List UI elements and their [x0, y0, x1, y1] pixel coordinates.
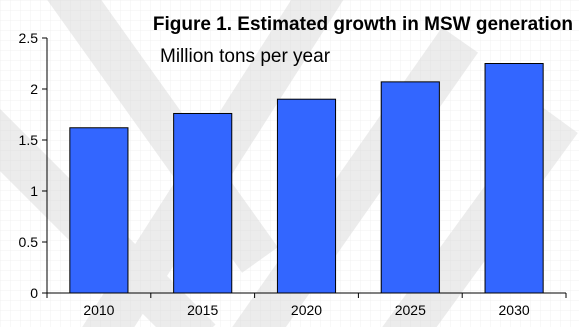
y-tick-label: 1 — [30, 183, 38, 199]
bar-2030 — [484, 63, 544, 294]
y-tick-label: 1.5 — [19, 132, 39, 148]
x-tick-label: 2025 — [395, 302, 426, 318]
x-tick-label: 2020 — [291, 302, 322, 318]
y-tick-label: 2 — [30, 81, 38, 97]
chart-subtitle: Million tons per year — [160, 46, 331, 67]
bar-2025 — [380, 81, 440, 294]
x-tick-labels: 2010 2015 2020 2025 2030 — [83, 302, 530, 318]
chart-title: Figure 1. Estimated growth in MSW genera… — [152, 14, 573, 35]
chart-bars — [69, 63, 544, 294]
y-tick-label: 2.5 — [19, 30, 39, 46]
x-tick-label: 2010 — [83, 302, 114, 318]
y-tick-label: 0.5 — [19, 234, 39, 250]
bar-2010 — [69, 127, 129, 294]
bar-2015 — [173, 112, 233, 294]
x-tick-label: 2030 — [499, 302, 530, 318]
bar-2020 — [276, 98, 337, 294]
x-tick-label: 2015 — [187, 302, 218, 318]
y-tick-labels: 0 0.5 1 1.5 2 2.5 — [19, 30, 39, 301]
y-tick-label: 0 — [30, 285, 38, 301]
